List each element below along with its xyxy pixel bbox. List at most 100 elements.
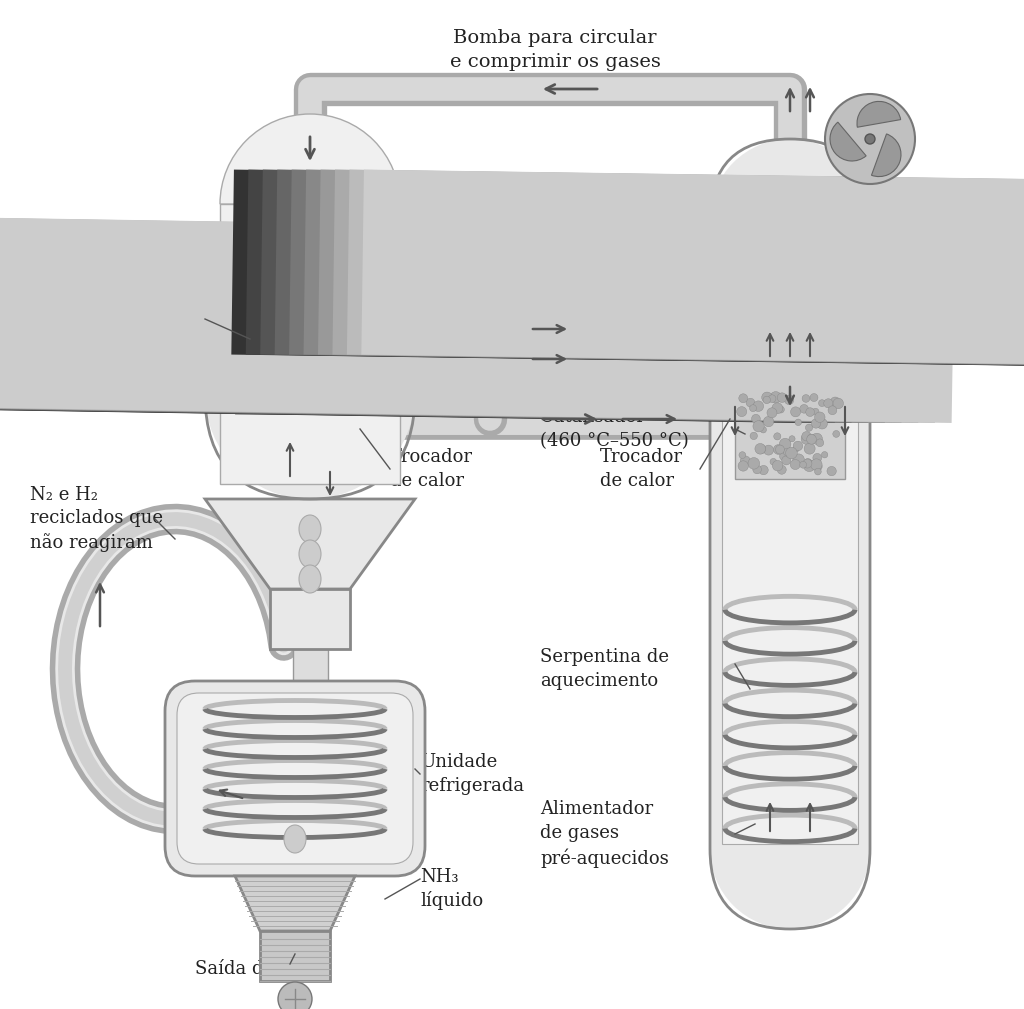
Circle shape: [770, 391, 781, 403]
Circle shape: [802, 432, 811, 441]
Circle shape: [755, 444, 766, 454]
Circle shape: [773, 445, 783, 454]
Circle shape: [795, 419, 802, 426]
Wedge shape: [830, 122, 866, 161]
Circle shape: [772, 403, 782, 414]
Wedge shape: [710, 139, 870, 219]
Circle shape: [791, 407, 801, 417]
Bar: [725, 176, 855, 361]
Ellipse shape: [299, 565, 321, 593]
Circle shape: [775, 445, 784, 454]
Bar: [205, 294, 415, 394]
Text: Os gases
expandidos
resfriam-se: Os gases expandidos resfriam-se: [30, 287, 133, 351]
Circle shape: [749, 457, 760, 469]
Circle shape: [784, 396, 794, 405]
Wedge shape: [205, 394, 415, 499]
Circle shape: [818, 400, 825, 407]
Circle shape: [746, 399, 755, 407]
Circle shape: [772, 460, 783, 471]
Circle shape: [802, 395, 810, 403]
Circle shape: [753, 465, 762, 474]
Circle shape: [793, 454, 805, 465]
Circle shape: [739, 452, 745, 458]
Circle shape: [774, 433, 781, 440]
Circle shape: [800, 461, 807, 468]
Circle shape: [785, 447, 798, 459]
Text: Entrada de
N₂ e H₂: Entrada de N₂ e H₂: [470, 278, 571, 320]
Circle shape: [779, 452, 788, 460]
Wedge shape: [710, 849, 870, 929]
Text: Unidade
refrigerada: Unidade refrigerada: [420, 753, 524, 795]
Circle shape: [825, 94, 915, 184]
Bar: [293, 649, 328, 682]
Circle shape: [278, 982, 312, 1009]
Wedge shape: [220, 114, 400, 204]
Text: Catalisador
(460 °C–550 °C): Catalisador (460 °C–550 °C): [540, 409, 689, 450]
Circle shape: [811, 459, 822, 470]
Wedge shape: [871, 134, 901, 177]
Bar: [735, 389, 845, 479]
Circle shape: [777, 393, 786, 403]
Circle shape: [740, 456, 751, 466]
Circle shape: [770, 458, 776, 465]
Text: Trocador
de calor: Trocador de calor: [390, 448, 473, 489]
Circle shape: [753, 421, 764, 432]
Circle shape: [813, 453, 821, 462]
Text: NH₃
líquido: NH₃ líquido: [420, 868, 483, 910]
Circle shape: [760, 427, 766, 433]
Circle shape: [768, 395, 776, 403]
Bar: [710, 219, 870, 849]
Circle shape: [752, 415, 760, 423]
Circle shape: [756, 444, 766, 454]
Circle shape: [833, 431, 840, 437]
Circle shape: [736, 407, 746, 417]
Text: Bomba para circular
e comprimir os gases: Bomba para circular e comprimir os gases: [450, 29, 660, 71]
Circle shape: [801, 434, 812, 444]
Circle shape: [823, 399, 833, 408]
Circle shape: [811, 419, 820, 428]
Circle shape: [828, 406, 837, 415]
Circle shape: [816, 439, 823, 447]
Circle shape: [817, 419, 827, 429]
Circle shape: [830, 397, 841, 408]
Text: Alimentador
de gases
pré-aquecidos: Alimentador de gases pré-aquecidos: [540, 800, 669, 868]
Circle shape: [813, 462, 822, 471]
Bar: [260, 931, 330, 981]
Circle shape: [821, 452, 827, 458]
Text: N₂ e H₂
reciclados que
não reagiram: N₂ e H₂ reciclados que não reagiram: [30, 485, 163, 552]
FancyBboxPatch shape: [177, 693, 413, 864]
Circle shape: [777, 465, 786, 474]
Polygon shape: [234, 876, 355, 931]
Ellipse shape: [299, 540, 321, 568]
Circle shape: [814, 468, 821, 475]
Circle shape: [759, 465, 768, 475]
Circle shape: [738, 461, 749, 471]
Circle shape: [738, 394, 748, 403]
Bar: [722, 224, 858, 844]
Circle shape: [807, 435, 816, 444]
Ellipse shape: [299, 515, 321, 543]
Text: Trocador
de calor: Trocador de calor: [600, 448, 683, 489]
Circle shape: [763, 417, 774, 427]
Circle shape: [750, 432, 758, 440]
Circle shape: [779, 438, 791, 450]
Circle shape: [806, 424, 813, 431]
Circle shape: [750, 405, 757, 412]
Ellipse shape: [284, 825, 306, 853]
Circle shape: [827, 466, 837, 475]
Circle shape: [767, 408, 777, 418]
Circle shape: [800, 405, 808, 413]
Circle shape: [763, 397, 770, 404]
Circle shape: [783, 448, 792, 456]
Circle shape: [806, 408, 814, 417]
Circle shape: [791, 459, 801, 469]
Circle shape: [804, 460, 815, 471]
Bar: [270, 589, 350, 649]
Circle shape: [777, 406, 784, 413]
Circle shape: [804, 458, 811, 466]
Circle shape: [762, 393, 772, 403]
Wedge shape: [857, 102, 901, 127]
Text: Serpentina de
aquecimento: Serpentina de aquecimento: [540, 648, 669, 690]
Polygon shape: [205, 499, 415, 589]
Circle shape: [810, 394, 818, 402]
